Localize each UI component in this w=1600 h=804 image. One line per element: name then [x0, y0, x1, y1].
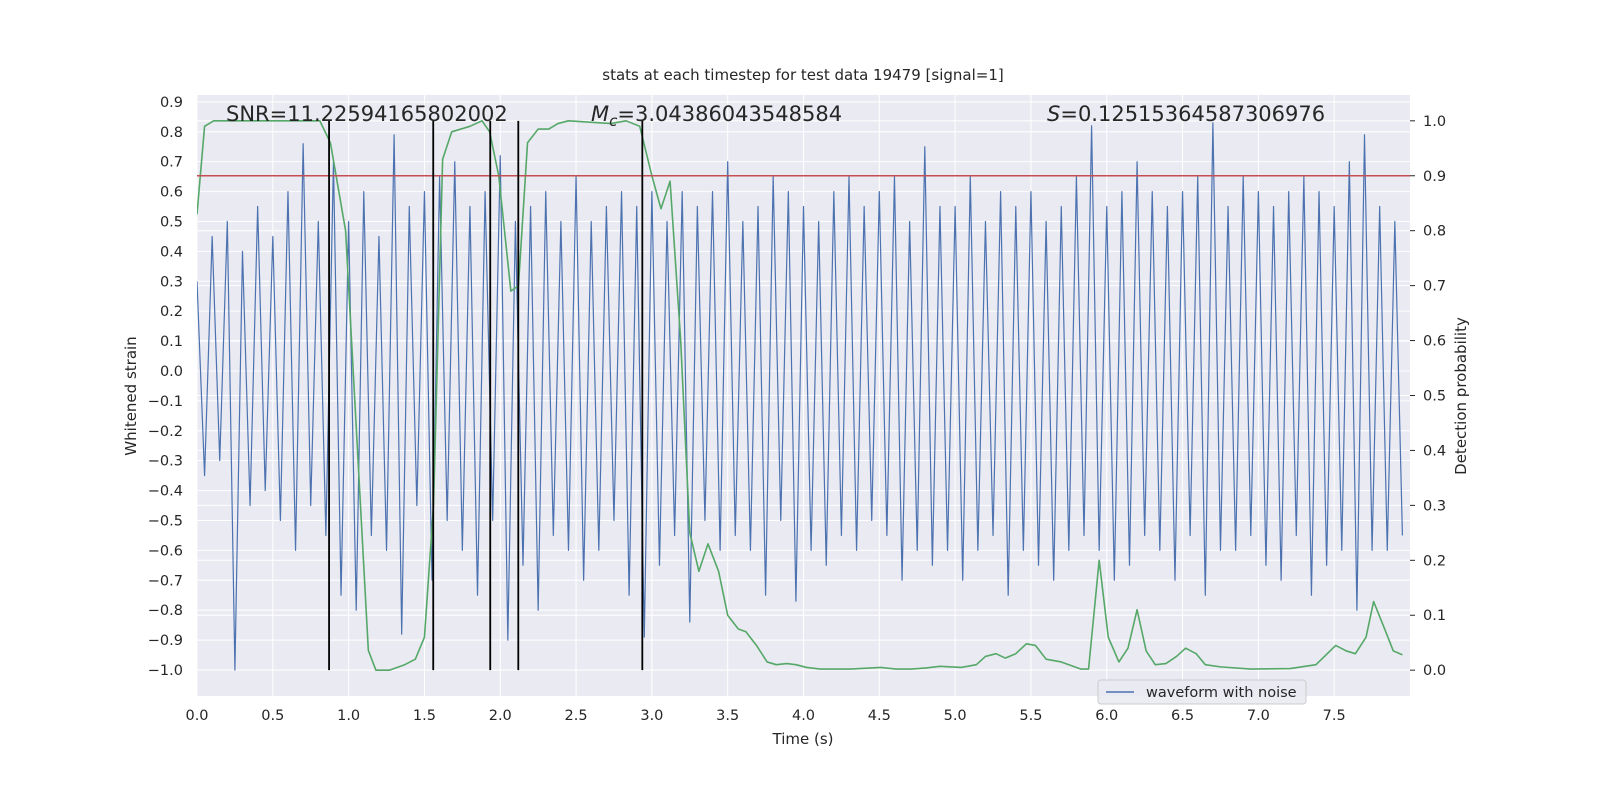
y2-tick-label: 1.0	[1423, 114, 1446, 130]
labels: 0.0 0.5 1.0 1.5 2.0 2.5 3.0 3.5 4.0 4.5 5.0 5.5 6.0 6…	[148, 95, 1446, 724]
x-tick-label: 0.0	[185, 708, 208, 724]
x-axis-label: Time (s)	[772, 730, 834, 748]
y-tick-label: 0.6	[160, 185, 183, 201]
x-tick-label: 1.0	[337, 708, 360, 724]
y2-tick-label: 0.4	[1423, 443, 1446, 459]
marks	[197, 120, 1410, 671]
y-tick-label: 0.4	[160, 244, 183, 260]
x-tick-label: 5.0	[944, 708, 967, 724]
annotation-subscript: c	[609, 112, 618, 130]
y2-tick-label: 0.3	[1423, 498, 1446, 514]
x-tick-label: 4.5	[868, 708, 891, 724]
waveform-line	[197, 122, 1404, 671]
probability-line	[197, 120, 1403, 671]
legend-label: waveform with noise	[1146, 685, 1297, 701]
y-tick-label: 0.8	[160, 125, 183, 141]
y2-tick-label: 0.6	[1423, 334, 1446, 350]
y-tick-label: 0.5	[160, 214, 183, 230]
y-tick-label: 0.7	[160, 155, 183, 171]
x-tick-label: 5.5	[1019, 708, 1042, 724]
y-tick-label: 0.9	[160, 95, 183, 111]
annotation-text: SNR=11.22594165802002	[226, 102, 508, 126]
y-tick-label: 0.3	[160, 274, 183, 290]
annotation-symbol: M	[591, 102, 609, 126]
y2-tick-label: 0.1	[1423, 608, 1446, 624]
y2-tick-label: 0.9	[1423, 169, 1446, 185]
y-tick-label: −0.3	[148, 454, 183, 470]
y2-tick-label: 0.2	[1423, 553, 1446, 569]
y-tick-label: −0.7	[148, 573, 183, 589]
annotation-text: =0.12515364587306976	[1060, 102, 1325, 126]
y2-axis-label: Detection probability	[1452, 317, 1470, 475]
y2-tick-label: 0.0	[1423, 663, 1446, 679]
y-tick-label: −0.9	[148, 633, 183, 649]
x-tick-label: 1.5	[413, 708, 436, 724]
y-tick-label: −0.4	[148, 484, 183, 500]
y-tick-label: 0.2	[160, 304, 183, 320]
chart-title: stats at each timestep for test data 194…	[602, 66, 1003, 84]
y-tick-label: −0.2	[148, 424, 183, 440]
y-tick-label: −0.6	[148, 543, 183, 559]
y-tick-label: −0.8	[148, 603, 183, 619]
y-tick-label: 0.0	[160, 364, 183, 380]
y-tick-label: −0.5	[148, 513, 183, 529]
annotation-symbol: S	[1047, 102, 1060, 126]
x-tick-label: 7.5	[1323, 708, 1346, 724]
x-tick-label: 4.0	[792, 708, 815, 724]
y-tick-label: −0.1	[148, 394, 183, 410]
x-tick-label: 0.5	[261, 708, 284, 724]
x-tick-label: 6.0	[1095, 708, 1118, 724]
y2-tick-label: 0.7	[1423, 279, 1446, 295]
y-tick-label: −1.0	[148, 663, 183, 679]
grid	[196, 95, 1410, 696]
x-tick-label: 7.0	[1247, 708, 1270, 724]
x-tick-label: 6.5	[1171, 708, 1194, 724]
y-tick-label: 0.1	[160, 334, 183, 350]
annotation: Mc=3.04386043548584	[591, 102, 842, 130]
annotation: S=0.12515364587306976	[1047, 102, 1325, 126]
legend-box	[1097, 679, 1307, 705]
annotation: SNR=11.22594165802002	[226, 102, 508, 126]
x-tick-label: 2.5	[565, 708, 588, 724]
y-axis-label: Whitened strain	[122, 336, 140, 455]
annotation-text: =3.04386043548584	[617, 102, 842, 126]
x-tick-label: 2.0	[489, 708, 512, 724]
y2-tick-label: 0.8	[1423, 224, 1446, 240]
x-tick-label: 3.5	[716, 708, 739, 724]
x-tick-label: 3.0	[640, 708, 663, 724]
y2-tick-label: 0.5	[1423, 389, 1446, 405]
